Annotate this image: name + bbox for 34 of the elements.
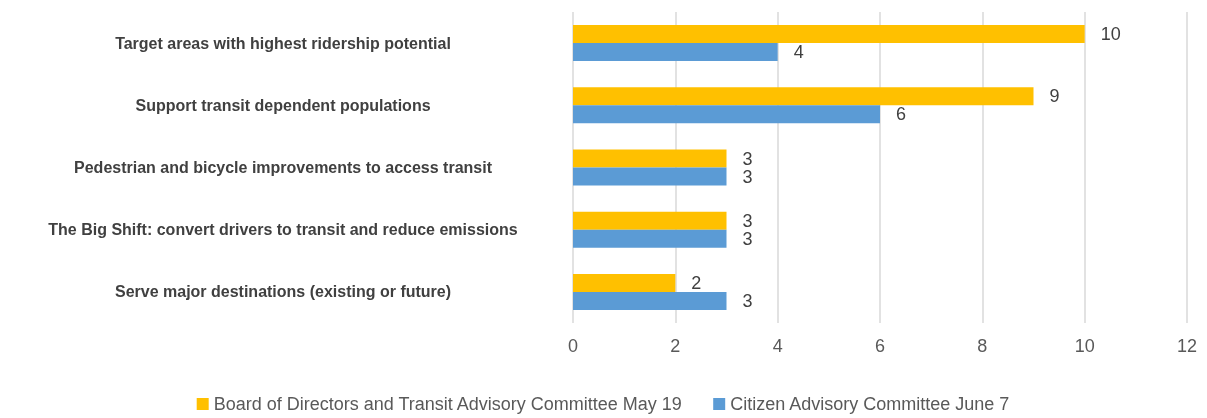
bar (573, 43, 778, 62)
data-label: 9 (1049, 86, 1060, 107)
bar (573, 167, 727, 186)
y-tick-label: The Big Shift: convert drivers to transit and reduce emissions (48, 221, 518, 239)
bar (573, 87, 1034, 106)
bar (573, 211, 727, 230)
bar (573, 291, 727, 310)
data-label: 10 (1100, 24, 1121, 45)
x-tick-label: 2 (670, 336, 681, 356)
x-tick-label: 0 (567, 336, 579, 356)
x-tick-label: 4 (772, 336, 783, 356)
y-tick-label: Support transit dependent populations (135, 96, 431, 114)
legend-label: Board of Directors and Transit Advisory Committee May 19 (213, 394, 682, 414)
y-tick-label: Serve major destinations (existing or future) (114, 283, 452, 301)
bar (573, 105, 880, 124)
bar (573, 25, 1085, 44)
bar (573, 149, 727, 168)
data-label: 4 (793, 42, 804, 63)
legend-label: Citizen Advisory Committee June 7 (730, 394, 1010, 414)
x-tick-label: 12 (1176, 336, 1198, 356)
data-label: 3 (742, 290, 753, 311)
data-label: 3 (742, 228, 753, 249)
y-tick-label: Target areas with highest ridership potential (115, 34, 451, 52)
y-tick-label: Pedestrian and bicycle improvements to access transit (74, 159, 493, 176)
data-label: 3 (742, 166, 753, 187)
data-label: 6 (896, 104, 907, 125)
x-tick-label: 10 (1074, 336, 1095, 356)
x-tick-label: 8 (977, 336, 988, 356)
data-label: 3 (742, 148, 753, 169)
bar (573, 229, 727, 248)
bar (573, 273, 676, 292)
data-label: 3 (742, 210, 753, 231)
data-label: 2 (691, 272, 702, 293)
x-tick-label: 6 (874, 336, 886, 356)
